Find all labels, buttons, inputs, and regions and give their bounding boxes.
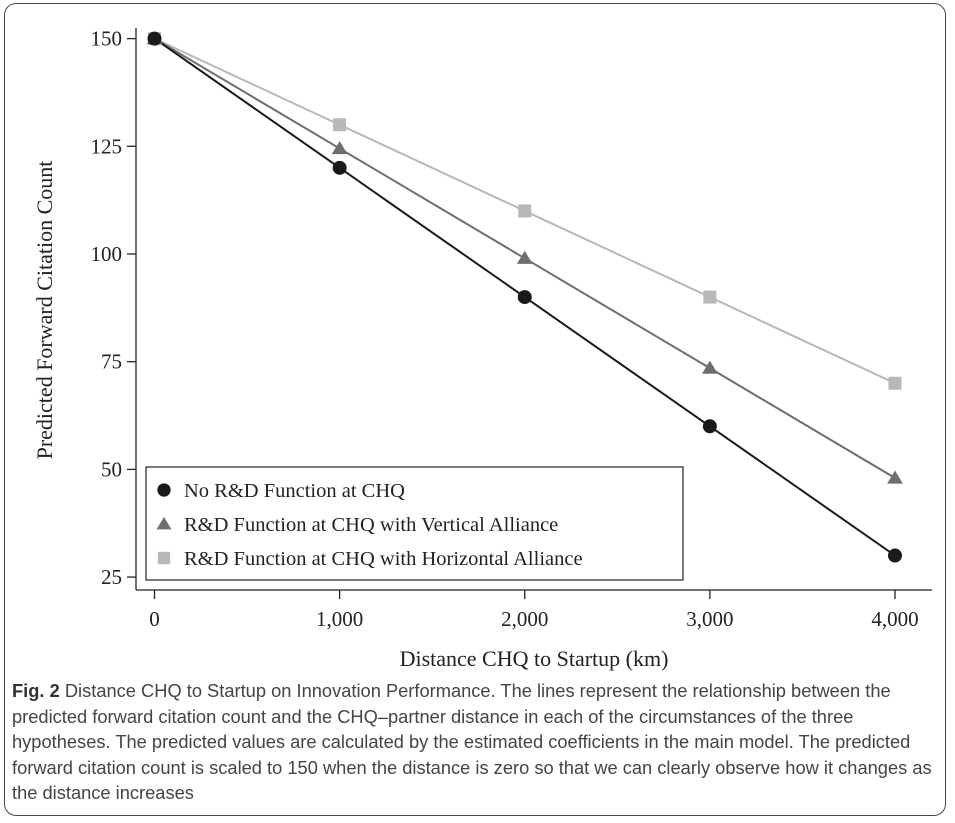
line-chart: 25 50 75 100 125 150 0 1,000 2,000 3,000 4,000 No… [32, 27, 932, 671]
series-3-point [703, 290, 717, 304]
series-3-point [888, 376, 902, 390]
legend-marker-2 [156, 516, 172, 530]
x-axis-title: Distance CHQ to Startup (km) [400, 646, 669, 671]
y-tick-label: 25 [101, 565, 122, 589]
y-tick-label: 100 [91, 242, 123, 266]
series-markers [146, 31, 903, 563]
series-1-point [887, 548, 902, 563]
legend: No R&D Function at CHQ R&D Function at CH… [145, 466, 684, 581]
series-1-point [332, 160, 347, 175]
x-axis-ticks: 0 1,000 2,000 3,000 4,000 [149, 590, 919, 631]
series-1-point [517, 290, 532, 305]
caption-text: Distance CHQ to Startup on Innovation Pe… [12, 680, 932, 803]
series-2-point [887, 470, 903, 484]
figure-frame [4, 3, 946, 816]
series-1-point [702, 419, 717, 434]
y-axis-title: Predicted Forward Citation Count [32, 161, 57, 460]
figure-caption: Fig. 2 Distance CHQ to Startup on Innova… [12, 678, 938, 806]
series-2-point [701, 360, 718, 374]
series-1-point [147, 31, 162, 46]
y-tick-label: 150 [91, 27, 123, 51]
series-3-point [518, 204, 532, 218]
series-3-point [333, 118, 347, 132]
series-2-point [516, 250, 533, 264]
y-tick-label: 125 [91, 134, 123, 158]
legend-label-1: No R&D Function at CHQ [184, 480, 405, 502]
x-tick-label: 4,000 [871, 607, 918, 631]
legend-label-3: R&D Function at CHQ with Horizontal Alli… [184, 548, 583, 570]
legend-box [145, 466, 684, 581]
y-tick-label: 50 [101, 457, 122, 481]
series-2-point [331, 140, 348, 155]
x-tick-label: 1,000 [316, 607, 363, 631]
legend-marker-3 [157, 551, 171, 565]
y-tick-label: 75 [101, 350, 122, 374]
x-tick-label: 3,000 [686, 607, 733, 631]
legend-marker-1 [157, 483, 171, 497]
y-axis-ticks: 25 50 75 100 125 150 [91, 27, 136, 589]
caption-label: Fig. 2 [12, 680, 60, 701]
axes [135, 28, 932, 591]
legend-label-2: R&D Function at CHQ with Vertical Allian… [184, 514, 558, 536]
x-tick-label: 2,000 [501, 607, 548, 631]
x-tick-label: 0 [149, 607, 160, 631]
